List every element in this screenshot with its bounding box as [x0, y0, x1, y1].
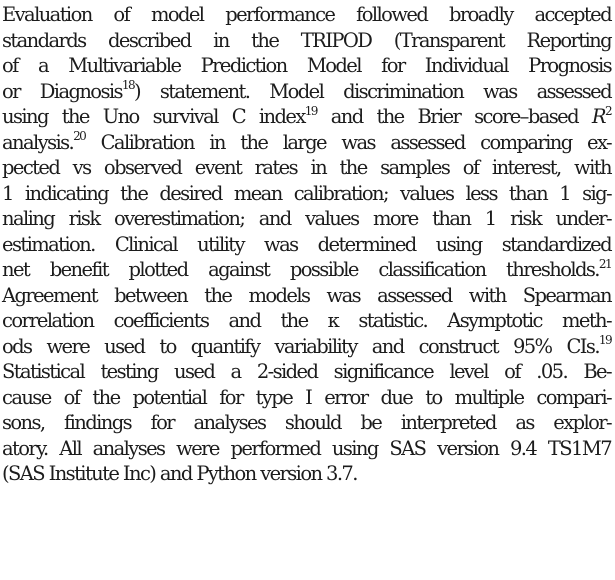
- text-span: Calibration in the large was assessed co…: [85, 130, 613, 154]
- text-span: Agreement between the models was assesse…: [2, 283, 613, 307]
- text-line: pected vs observed event rates in the sa…: [2, 155, 613, 181]
- citation-superscript: 19: [598, 333, 613, 347]
- text-line: standards described in the TRIPOD (Trans…: [2, 28, 613, 54]
- text-line: or Diagnosis18) statement. Model discrim…: [2, 78, 613, 105]
- text-span: Evaluation of model performance followed…: [2, 3, 613, 26]
- exponent-superscript: 2: [604, 103, 613, 118]
- text-line: Agreement between the models was assesse…: [2, 283, 613, 309]
- methods-paragraph: Evaluation of model performance followed…: [2, 2, 613, 487]
- text-line: naling risk overestimation; and values m…: [2, 206, 613, 232]
- citation-superscript: 18: [121, 78, 136, 92]
- text-line: sons, findings for analyses should be in…: [2, 410, 613, 436]
- text-line: (SAS Institute Inc) and Python version 3…: [2, 461, 611, 487]
- text-span: ) statement. Model discrimination was as…: [133, 79, 613, 103]
- text-line: Evaluation of model performance followed…: [2, 2, 613, 28]
- text-span: and the Brier score–based: [316, 105, 592, 128]
- text-span: naling risk overestimation; and values m…: [2, 207, 613, 230]
- text-span: net benefit plotted against possible cla…: [2, 258, 601, 281]
- citation-superscript: 19: [304, 103, 319, 118]
- text-line: net benefit plotted against possible cla…: [2, 256, 613, 283]
- citation-superscript: 21: [598, 256, 613, 271]
- text-line: atory. All analyses were performed using…: [2, 436, 613, 462]
- text-span: using the Uno survival C index: [2, 105, 306, 128]
- text-line: correlation coefficients and the κ stati…: [2, 308, 613, 334]
- text-span: (SAS Institute Inc) and Python version 3…: [2, 462, 358, 485]
- text-line: of a Multivariable Prediction Model for …: [2, 53, 613, 79]
- text-span: correlation coefficients and the κ stati…: [2, 309, 613, 332]
- text-line: ods were used to quantify variability an…: [2, 333, 613, 360]
- text-span: standards described in the TRIPOD (Trans…: [2, 28, 613, 52]
- citation-superscript: 20: [73, 129, 87, 143]
- text-line: cause of the potential for type I error …: [2, 385, 613, 411]
- text-line: analysis.20 Calibration in the large was…: [2, 129, 613, 156]
- text-span: estimation. Clinical utility was determi…: [2, 232, 613, 256]
- r-squared-symbol: R: [591, 105, 607, 128]
- text-span: or Diagnosis: [2, 79, 124, 103]
- text-line: Statistical testing used a 2-sided signi…: [2, 359, 613, 385]
- text-span: of a Multivariable Prediction Model for …: [2, 54, 613, 77]
- text-line: 1 indicating the desired mean calibratio…: [2, 181, 613, 207]
- text-span: cause of the potential for type I error …: [2, 385, 613, 409]
- text-span: Statistical testing used a 2-sided signi…: [2, 360, 613, 383]
- text-line: estimation. Clinical utility was determi…: [2, 232, 613, 258]
- text-span: analysis.: [2, 130, 75, 154]
- text-span: pected vs observed event rates in the sa…: [2, 156, 613, 179]
- text-line: using the Uno survival C index19 and the…: [2, 103, 613, 130]
- text-span: 1 indicating the desired mean calibratio…: [2, 181, 613, 205]
- text-span: sons, findings for analyses should be in…: [2, 411, 613, 434]
- text-span: atory. All analyses were performed using…: [2, 436, 613, 460]
- text-span: ods were used to quantify variability an…: [2, 334, 601, 358]
